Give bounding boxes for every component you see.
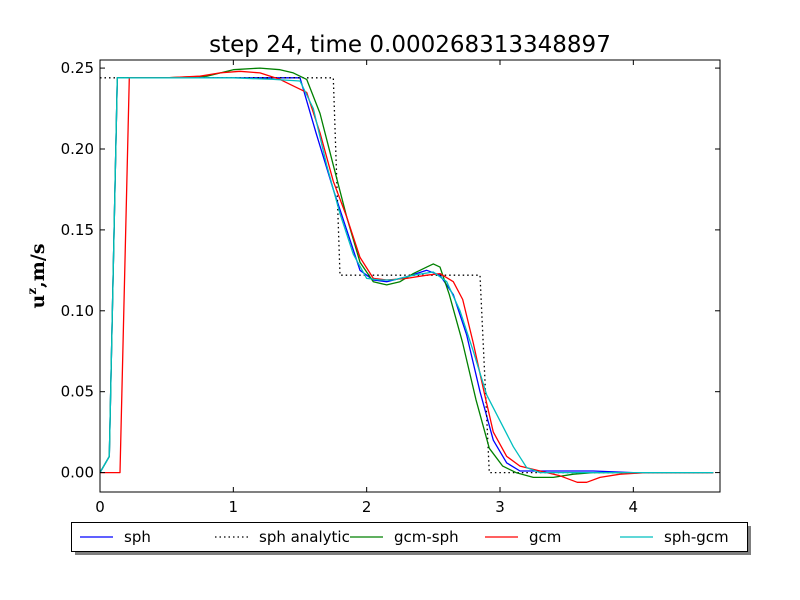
y-axis-label-symbol: u — [27, 295, 49, 309]
y-axis-label: uz,m/s — [25, 243, 49, 308]
y-tick-label: 0.10 — [61, 302, 94, 320]
series-layer — [100, 67, 714, 483]
x-tick-label: 2 — [362, 498, 372, 516]
chart-title: step 24, time 0.000268313348897 — [209, 32, 611, 58]
legend-label: sph — [124, 528, 151, 546]
x-tick-label: 3 — [495, 498, 505, 516]
x-tick-label: 0 — [95, 498, 105, 516]
y-tick-label: 0.20 — [61, 140, 94, 158]
series-line-gcm-sph — [100, 67, 714, 479]
legend: sph sph analytic gcm-sph gcm sph-gcm — [80, 528, 729, 546]
svg-text:uz,m/s: uz,m/s — [25, 243, 49, 308]
ticks-layer: 0 1 2 3 4 0.00 0.05 0.10 0.15 0.20 0.25 — [61, 59, 720, 516]
x-tick-label: 4 — [629, 498, 639, 516]
y-tick-label: 0.05 — [61, 383, 94, 401]
legend-box — [71, 522, 748, 552]
legend-label: gcm-sph — [394, 528, 459, 546]
y-axis-label-units: ,m/s — [27, 243, 49, 287]
x-tick-label: 1 — [229, 498, 239, 516]
y-tick-label: 0.00 — [61, 464, 94, 482]
legend-label: sph-gcm — [664, 528, 729, 546]
series-line-sph-gcm — [100, 77, 714, 474]
y-tick-label: 0.15 — [61, 221, 94, 239]
y-tick-label: 0.25 — [61, 59, 94, 77]
legend-label: gcm — [529, 528, 561, 546]
y-axis-label-superscript: z — [25, 288, 39, 295]
plot-frame — [99, 59, 721, 493]
legend-label: sph analytic — [259, 528, 350, 546]
